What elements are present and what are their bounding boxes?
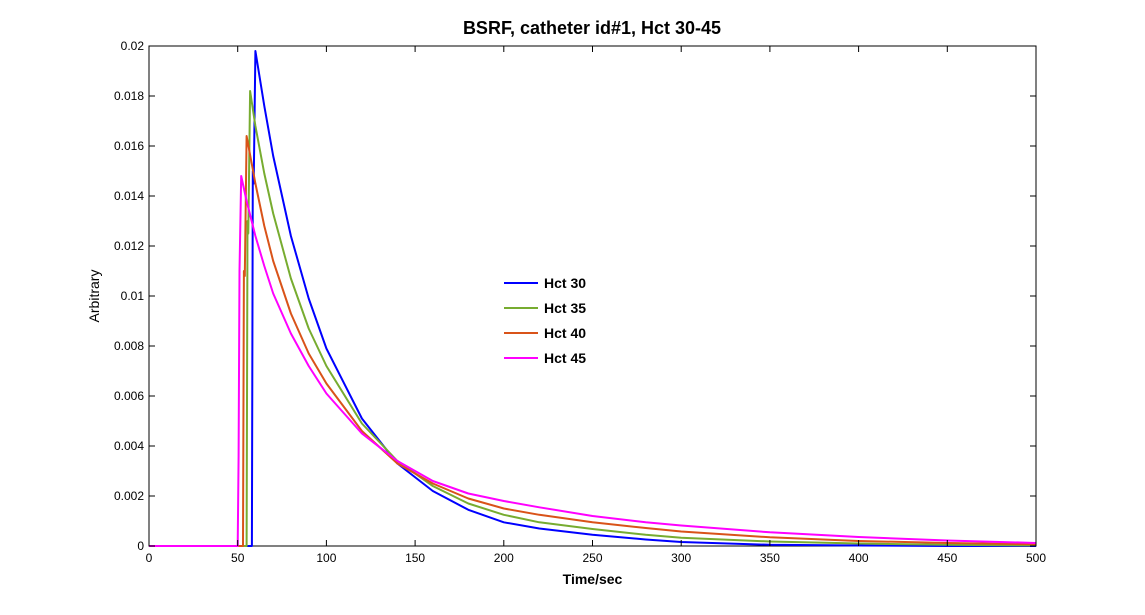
x-tick-label: 50 [231,551,245,565]
series-line-hct-45 [149,175,1037,547]
y-tick-label: 0.018 [114,89,144,103]
x-tick-label: 350 [760,551,780,565]
legend-entry: Hct 35 [544,300,586,316]
series-line-hct-35 [149,90,1037,547]
y-tick-label: 0 [137,539,144,553]
series-layer [149,50,1037,547]
legend-entry: Hct 30 [544,275,586,291]
y-tick-label: 0.016 [114,139,144,153]
y-tick-label: 0.02 [121,39,145,53]
legend: Hct 30 Hct 35 Hct 40 Hct 45 [504,275,586,366]
y-tick-label: 0.012 [114,239,144,253]
y-tick-label: 0.002 [114,489,144,503]
ticks-layer: 0 50 100 150 200 250 300 350 400 450 500 0 0.002 0.00… [114,39,1046,565]
x-tick-label: 500 [1026,551,1046,565]
x-axis-label: Time/sec [563,571,623,587]
x-tick-label: 400 [849,551,869,565]
x-tick-label: 0 [146,551,153,565]
y-tick-label: 0.014 [114,189,144,203]
plot-area: 0 50 100 150 200 250 300 350 400 450 500 0 0.002 0.00… [114,39,1046,565]
legend-entry: Hct 40 [544,325,586,341]
x-tick-label: 200 [494,551,514,565]
y-tick-label: 0.006 [114,389,144,403]
y-tick-label: 0.004 [114,439,144,453]
legend-entry: Hct 45 [544,350,586,366]
x-tick-label: 450 [937,551,957,565]
x-tick-label: 300 [671,551,691,565]
chart-title: BSRF, catheter id#1, Hct 30-45 [463,18,721,38]
y-tick-label: 0.01 [121,289,145,303]
y-tick-label: 0.008 [114,339,144,353]
x-tick-label: 100 [316,551,336,565]
x-tick-label: 150 [405,551,425,565]
y-axis-label: Arbitrary [86,270,102,323]
axes-box [148,45,1037,547]
x-tick-label: 250 [582,551,602,565]
